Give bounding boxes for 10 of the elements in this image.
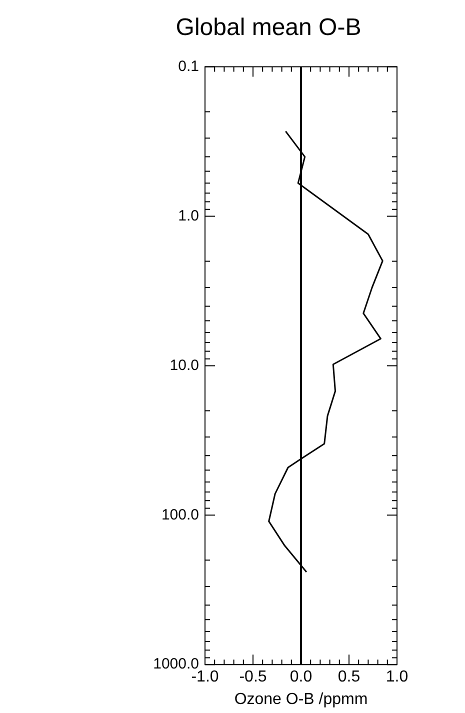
y-tick-label: 100.0 <box>161 506 199 524</box>
x-tick-label: 1.0 <box>386 668 408 686</box>
x-tick-label: 0.5 <box>338 668 360 686</box>
y-tick-label: 0.1 <box>178 58 199 75</box>
chart-title: Global mean O-B <box>176 14 362 42</box>
y-tick-label: 1.0 <box>178 207 199 224</box>
x-axis-title: Ozone O-B /ppmm <box>234 690 368 708</box>
x-tick-label: 0.0 <box>290 668 312 686</box>
x-tick-label: -0.5 <box>239 668 267 686</box>
y-tick-label: 10.0 <box>170 356 199 374</box>
